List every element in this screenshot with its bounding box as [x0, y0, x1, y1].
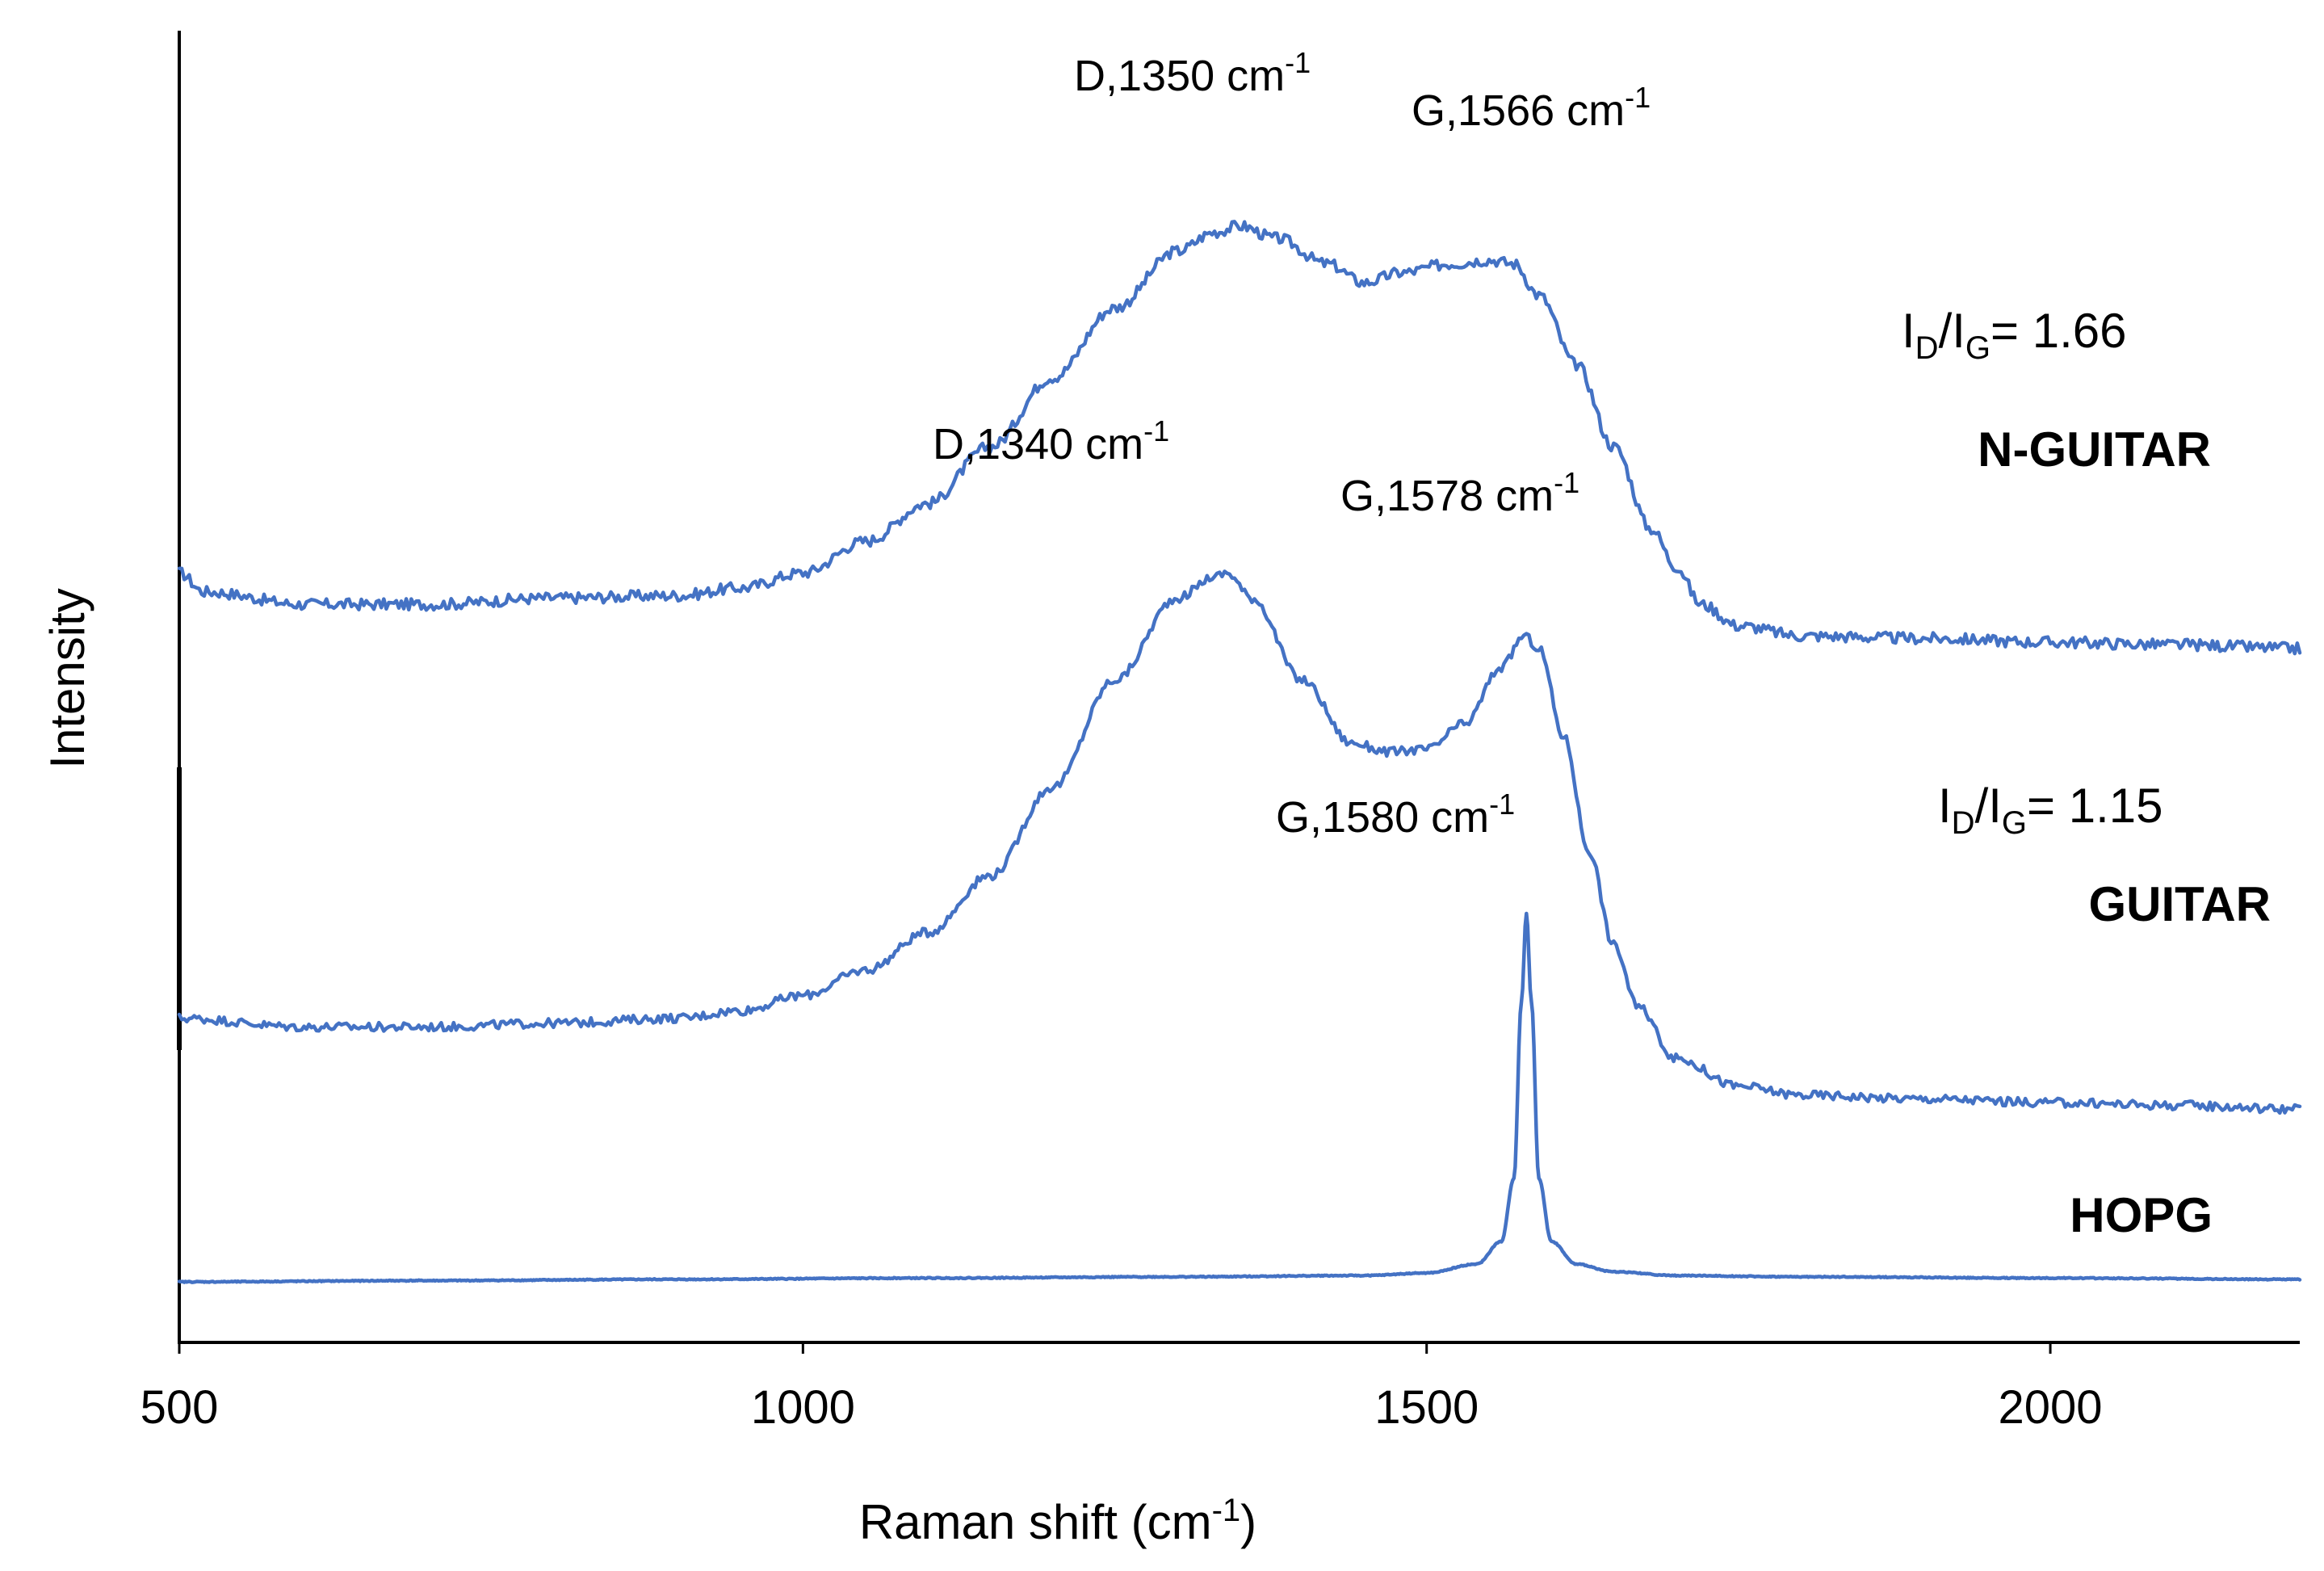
x-tick-label-0: 500 [141, 1381, 219, 1434]
x-tick-label-2: 1500 [1374, 1381, 1479, 1434]
x-axis-ticks: 500 1000 1500 2000 [141, 1342, 2103, 1434]
sample-label-nguitar: N-GUITAR [1978, 422, 2211, 477]
series-line-hopg [177, 911, 2302, 1284]
peak-label-ngg: G,1566 cm-1 [1412, 81, 1651, 135]
sample-label-hopg: HOPG [2070, 1188, 2213, 1242]
sample-label-guitar: GUITAR [2088, 877, 2271, 931]
series-group [177, 220, 2302, 1284]
peak-label-hg: G,1580 cm-1 [1276, 788, 1515, 842]
ratio-label-nguitar: ID/IG= 1.66 [1902, 304, 2127, 366]
series-line-n-guitar [177, 220, 2302, 656]
y-axis-title: Intensity [40, 588, 94, 768]
peak-label-gg: G,1578 cm-1 [1340, 466, 1579, 520]
peak-label-gd: D,1340 cm-1 [933, 414, 1169, 468]
series-line-guitar [177, 569, 2302, 1115]
x-tick-label-1: 1000 [751, 1381, 855, 1434]
peak-label-ngd: D,1350 cm-1 [1074, 46, 1311, 100]
x-axis-title: Raman shift (cm-1) [859, 1493, 1256, 1549]
x-tick-label-3: 2000 [1999, 1381, 2103, 1434]
ratio-label-guitar: ID/IG= 1.15 [1938, 779, 2163, 841]
x-axis-title-sup: -1 [1212, 1493, 1241, 1528]
